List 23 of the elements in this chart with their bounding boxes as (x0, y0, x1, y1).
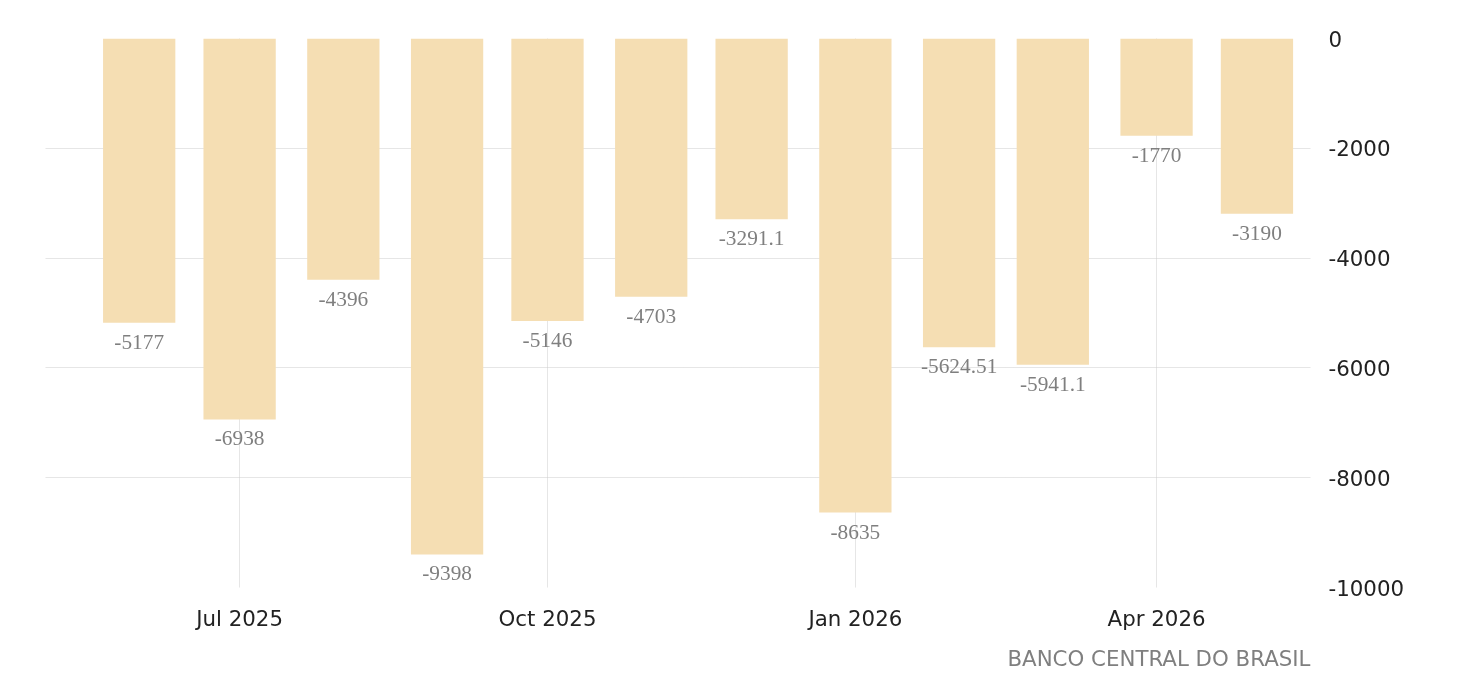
y-tick-label: -10000 (1328, 575, 1405, 601)
y-tick-label: -8000 (1328, 465, 1391, 491)
x-tick-label: Apr 2026 (1107, 605, 1206, 631)
data-label: -3291.1 (718, 226, 785, 251)
data-label: -6938 (214, 426, 265, 451)
y-tick-label: 0 (1328, 26, 1343, 52)
data-label: -5941.1 (1019, 371, 1086, 396)
data-label: -5146 (522, 328, 573, 353)
text: BANCO CENTRAL DO BRASIL (1007, 645, 1311, 671)
data-label: -4396 (318, 286, 369, 311)
data-label: -1770 (1131, 142, 1182, 167)
x-tick-label: Jul 2025 (194, 605, 283, 631)
y-tick-label: -4000 (1328, 246, 1391, 272)
y-tick-label: -2000 (1328, 136, 1391, 162)
x-tick-label: Oct 2025 (498, 605, 597, 631)
y-tick-label: -6000 (1328, 355, 1391, 381)
data-label: -5177 (114, 329, 165, 354)
data-label: -9398 (422, 561, 472, 586)
data-label: -5624.51 (920, 354, 998, 379)
data-label: -8635 (830, 519, 881, 544)
data-label: -4703 (626, 303, 677, 328)
x-tick-label: Jan 2026 (806, 605, 903, 631)
data-label: -3190 (1232, 220, 1282, 245)
